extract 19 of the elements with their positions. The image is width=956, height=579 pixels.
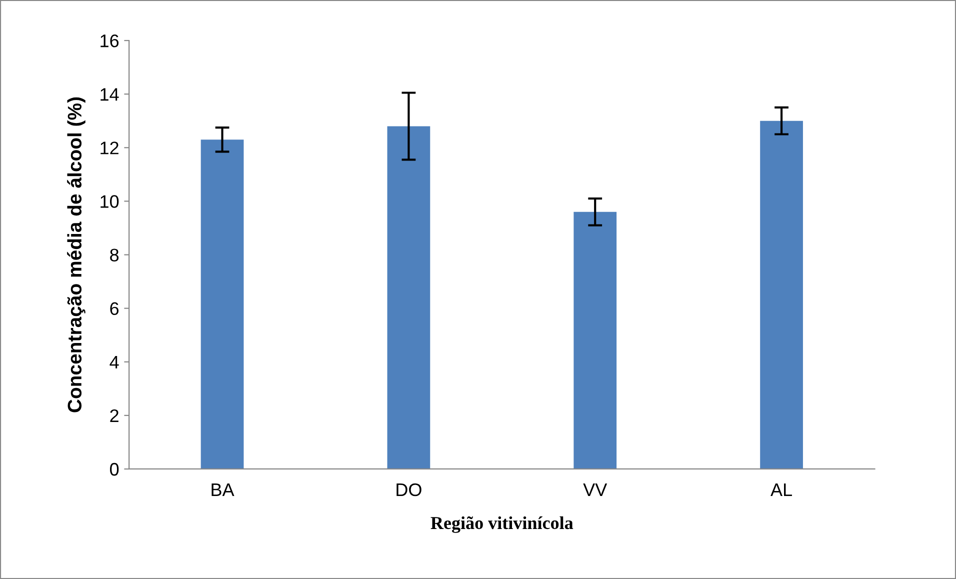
bar <box>200 140 244 469</box>
y-tick-label: 4 <box>110 356 119 368</box>
y-tick-label: 0 <box>110 462 119 476</box>
y-tick-label: 2 <box>110 409 118 422</box>
y-tick-label: 14 <box>100 88 119 101</box>
y-tick-label: 6 <box>110 302 119 316</box>
bar <box>574 212 617 469</box>
x-tick-label: AL <box>770 484 792 496</box>
x-tick-label: VV <box>583 484 608 496</box>
y-tick-label: 8 <box>110 248 119 262</box>
y-axis-title: Concentração média de álcool (%) <box>67 97 86 412</box>
bar <box>387 126 430 469</box>
x-tick-label: DO <box>396 483 422 496</box>
y-tick-label: 10 <box>100 195 119 208</box>
x-axis-title: Região vitivinícola <box>430 516 574 533</box>
y-tick-label: 12 <box>100 142 118 154</box>
x-tick-label: BA <box>212 484 234 496</box>
bar <box>760 120 803 469</box>
y-tick-label: 16 <box>100 34 119 48</box>
